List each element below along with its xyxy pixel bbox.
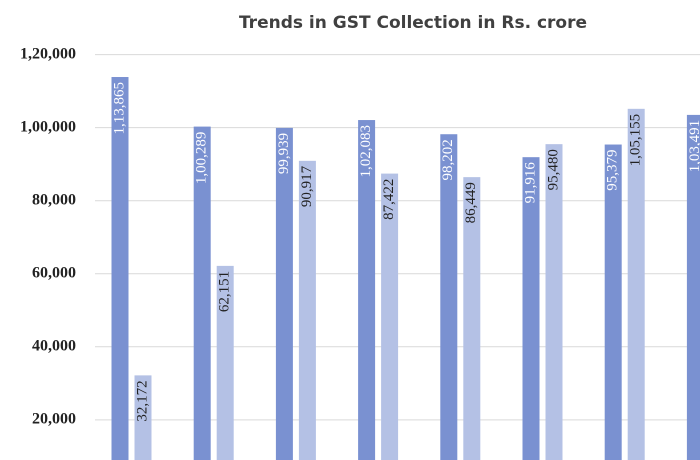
y-tick-label: 60,000 bbox=[32, 264, 76, 281]
bar bbox=[522, 157, 540, 460]
y-tick-label: 40,000 bbox=[32, 337, 76, 354]
data-label: 1,13,865 bbox=[111, 82, 127, 135]
bar bbox=[604, 144, 622, 460]
data-label: 1,05,155 bbox=[628, 114, 644, 167]
data-label: 32,172 bbox=[134, 380, 150, 421]
data-label: 91,916 bbox=[522, 162, 538, 204]
data-label: 62,151 bbox=[217, 271, 233, 312]
bar bbox=[193, 126, 211, 460]
data-label: 99,939 bbox=[276, 133, 292, 174]
y-tick-label: 1,20,000 bbox=[20, 45, 76, 62]
data-label: 87,422 bbox=[381, 179, 397, 220]
bar bbox=[545, 144, 563, 460]
data-label: 90,917 bbox=[299, 165, 315, 207]
y-tick-label: 20,000 bbox=[32, 410, 76, 427]
bar bbox=[440, 134, 458, 460]
bar bbox=[686, 114, 700, 460]
data-label: 1,03,491 bbox=[687, 120, 700, 173]
bar bbox=[298, 160, 316, 460]
bar bbox=[134, 375, 152, 460]
bar bbox=[275, 127, 293, 460]
bar bbox=[358, 120, 376, 460]
data-label: 95,379 bbox=[605, 150, 621, 191]
bar bbox=[627, 108, 645, 460]
data-label: 98,202 bbox=[440, 139, 456, 180]
data-label: 1,02,083 bbox=[358, 125, 374, 178]
y-tick-label: 1,00,000 bbox=[20, 118, 76, 135]
data-label: 95,480 bbox=[545, 149, 561, 190]
data-label: 1,00,289 bbox=[194, 132, 210, 185]
data-label: 86,449 bbox=[463, 182, 479, 223]
bar bbox=[216, 265, 234, 460]
chart-title: Trends in GST Collection in Rs. crore bbox=[239, 13, 587, 33]
y-tick-label: 80,000 bbox=[32, 191, 76, 208]
bar bbox=[111, 77, 129, 460]
bar bbox=[381, 173, 399, 460]
bar bbox=[463, 177, 481, 460]
